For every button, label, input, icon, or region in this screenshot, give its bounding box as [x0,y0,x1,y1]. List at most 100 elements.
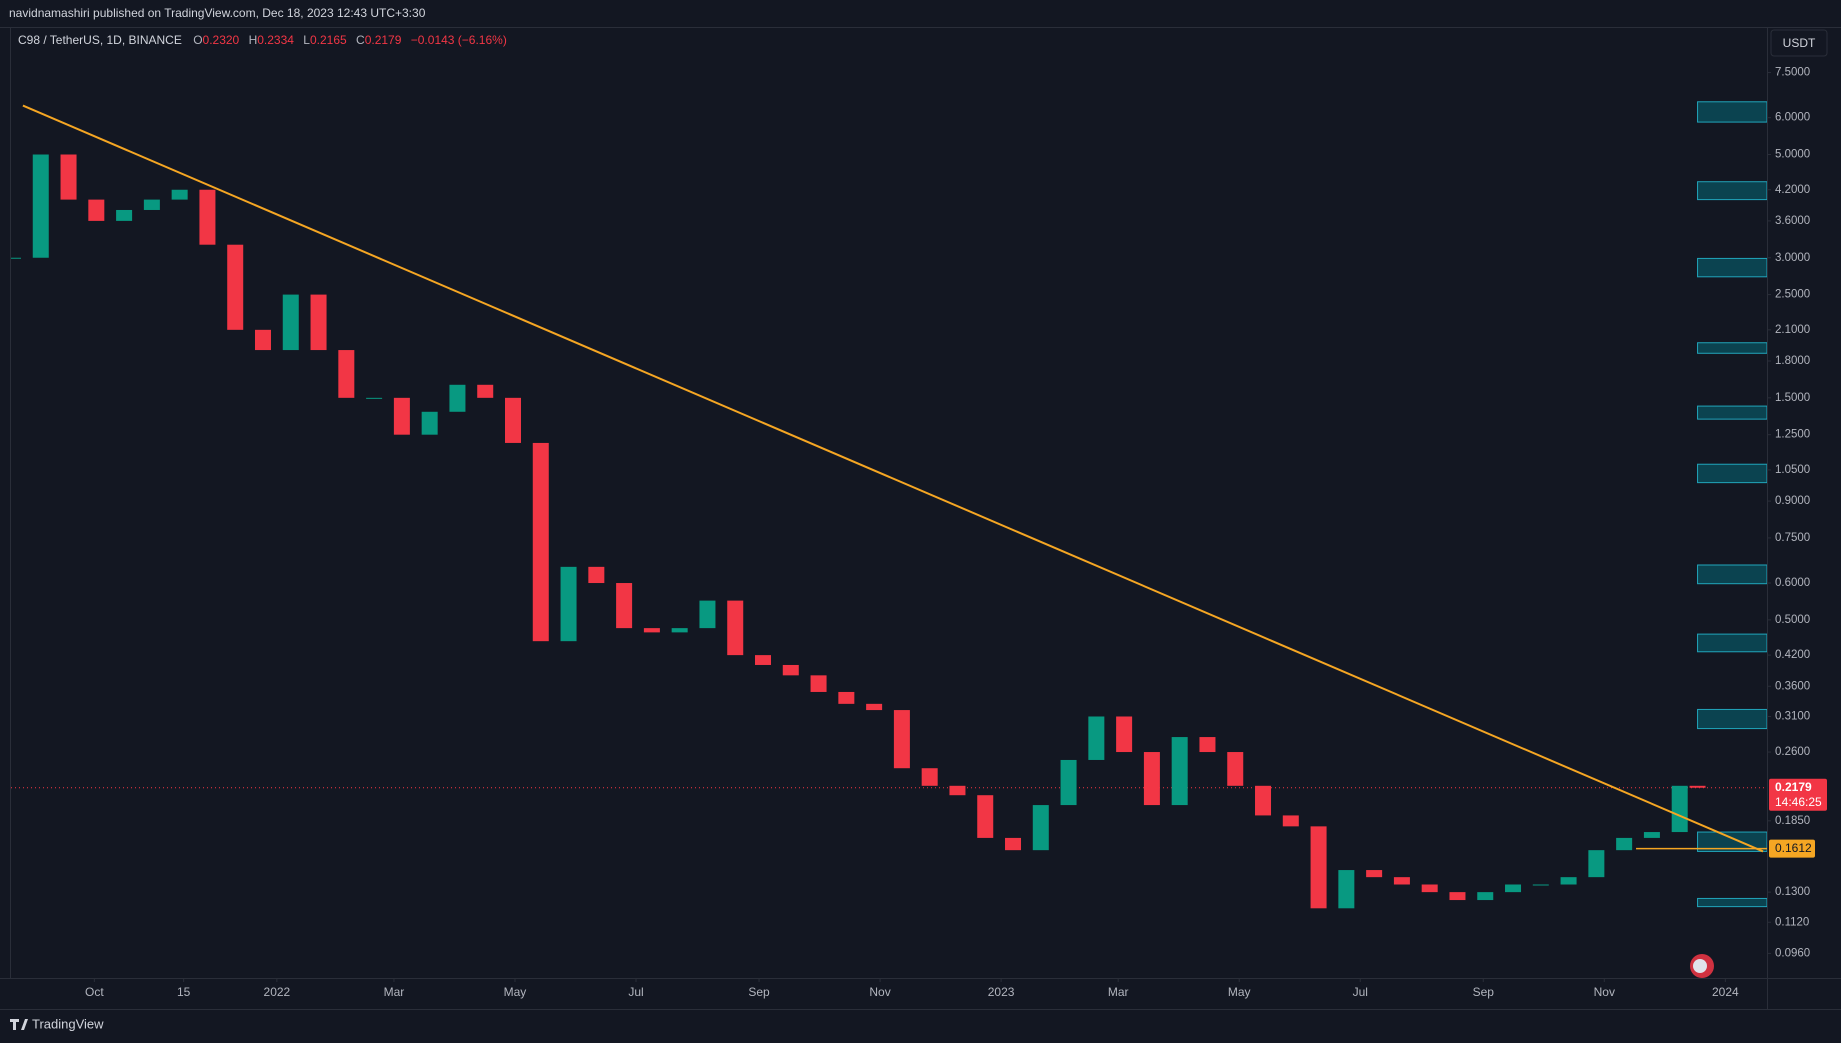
zone [1697,897,1767,908]
candle [560,566,577,642]
candle [838,691,855,704]
y-tick-label: 6.0000 [1775,112,1810,124]
footer-logo [10,1019,28,1030]
y-tick-label: 1.5000 [1775,392,1810,404]
candle [532,442,549,642]
candle [1143,752,1160,806]
last-price-box [1769,778,1827,811]
y-tick-label: 5.0000 [1775,149,1810,161]
candle [977,795,994,838]
candle [949,785,966,796]
candle [143,199,160,210]
candle [782,664,799,676]
candle [1505,884,1522,893]
ohlc-key: C [356,33,365,47]
y-tick-label: 0.2600 [1775,746,1810,758]
candle [449,384,466,412]
candle [1255,785,1272,816]
candle [1588,850,1605,878]
legend: C98 / TetherUS, 1D, BINANCE O0.2320 H0.2… [18,33,507,47]
y-tick-label: 0.1120 [1775,916,1809,928]
y-tick-label: 0.5000 [1775,614,1810,626]
ohlc-value: 0.2179 [365,33,402,47]
zone [1697,257,1767,278]
candle [1088,716,1105,760]
candle [282,294,299,351]
candle [116,209,133,221]
zone [1697,564,1767,585]
candle [254,329,271,351]
candle [1032,805,1049,851]
candle [699,600,716,629]
x-tick-label: 15 [177,985,191,999]
candle [1532,884,1549,886]
currency[interactable]: USDT [1783,36,1816,50]
y-tick-label: 1.8000 [1775,355,1810,367]
candle [504,397,521,443]
x-tick-label: Nov [1594,985,1615,999]
candle [88,199,105,221]
y-tick-label: 0.3100 [1775,711,1810,723]
candle [1005,837,1022,851]
candle [1643,832,1660,838]
level-label: 0.1612 [1775,841,1812,855]
candle [1689,785,1706,788]
candle [588,566,605,584]
candle [1393,877,1410,885]
y-tick-label: 3.0000 [1775,252,1810,264]
candle [893,710,910,769]
zone [1697,463,1767,484]
y-tick-label: 0.7500 [1775,532,1810,544]
candle [477,384,494,398]
candle [199,189,216,245]
zone [1697,405,1767,420]
candle [310,294,327,351]
candle [171,189,188,200]
zone [1697,181,1767,201]
ohlc-value: 0.2165 [310,33,347,47]
change: −0.0143 (−6.16%) [411,33,507,47]
y-tick-label: 0.1300 [1775,886,1810,898]
brand: TradingView [32,1016,104,1031]
y-tick-label: 4.2000 [1775,184,1810,196]
y-tick-label: 0.3600 [1775,680,1810,692]
currency-button[interactable] [1770,29,1828,57]
y-tick-label: 2.5000 [1775,289,1810,301]
event-icon-flag [1693,959,1707,973]
y-tick-label: 0.9000 [1775,495,1810,507]
y-tick-label: 0.1850 [1775,815,1810,827]
x-tick-label: Mar [384,985,405,999]
x-tick-label: 2022 [264,985,291,999]
candle [1060,759,1077,806]
candle [227,244,244,330]
candle [393,397,410,435]
y-tick-label: 3.6000 [1775,215,1810,227]
candle [1671,785,1688,833]
ohlc-key: O [193,33,202,47]
plot-area [11,101,1767,909]
candle [727,600,744,656]
candle [1310,826,1327,909]
x-tick-label: Jul [628,985,643,999]
candle [1227,752,1244,786]
y-tick-label: 0.6000 [1775,577,1810,589]
y-tick-label: 7.5000 [1775,67,1810,79]
candle [1338,870,1355,909]
candle [11,257,21,259]
candle [616,583,633,629]
candle [1199,737,1216,753]
candle [1171,737,1188,806]
x-tick-label: Jul [1353,985,1368,999]
candle [866,703,883,711]
candle [1421,884,1438,893]
trendline [22,104,1764,853]
candle [1477,892,1494,901]
candle [421,411,438,435]
y-tick-label: 0.4200 [1775,649,1810,661]
x-tick-label: Sep [748,985,770,999]
candle [1366,870,1383,878]
y-tick-label: 1.2500 [1775,429,1810,441]
x-tick-label: 2023 [988,985,1015,999]
level-box [1769,839,1815,858]
